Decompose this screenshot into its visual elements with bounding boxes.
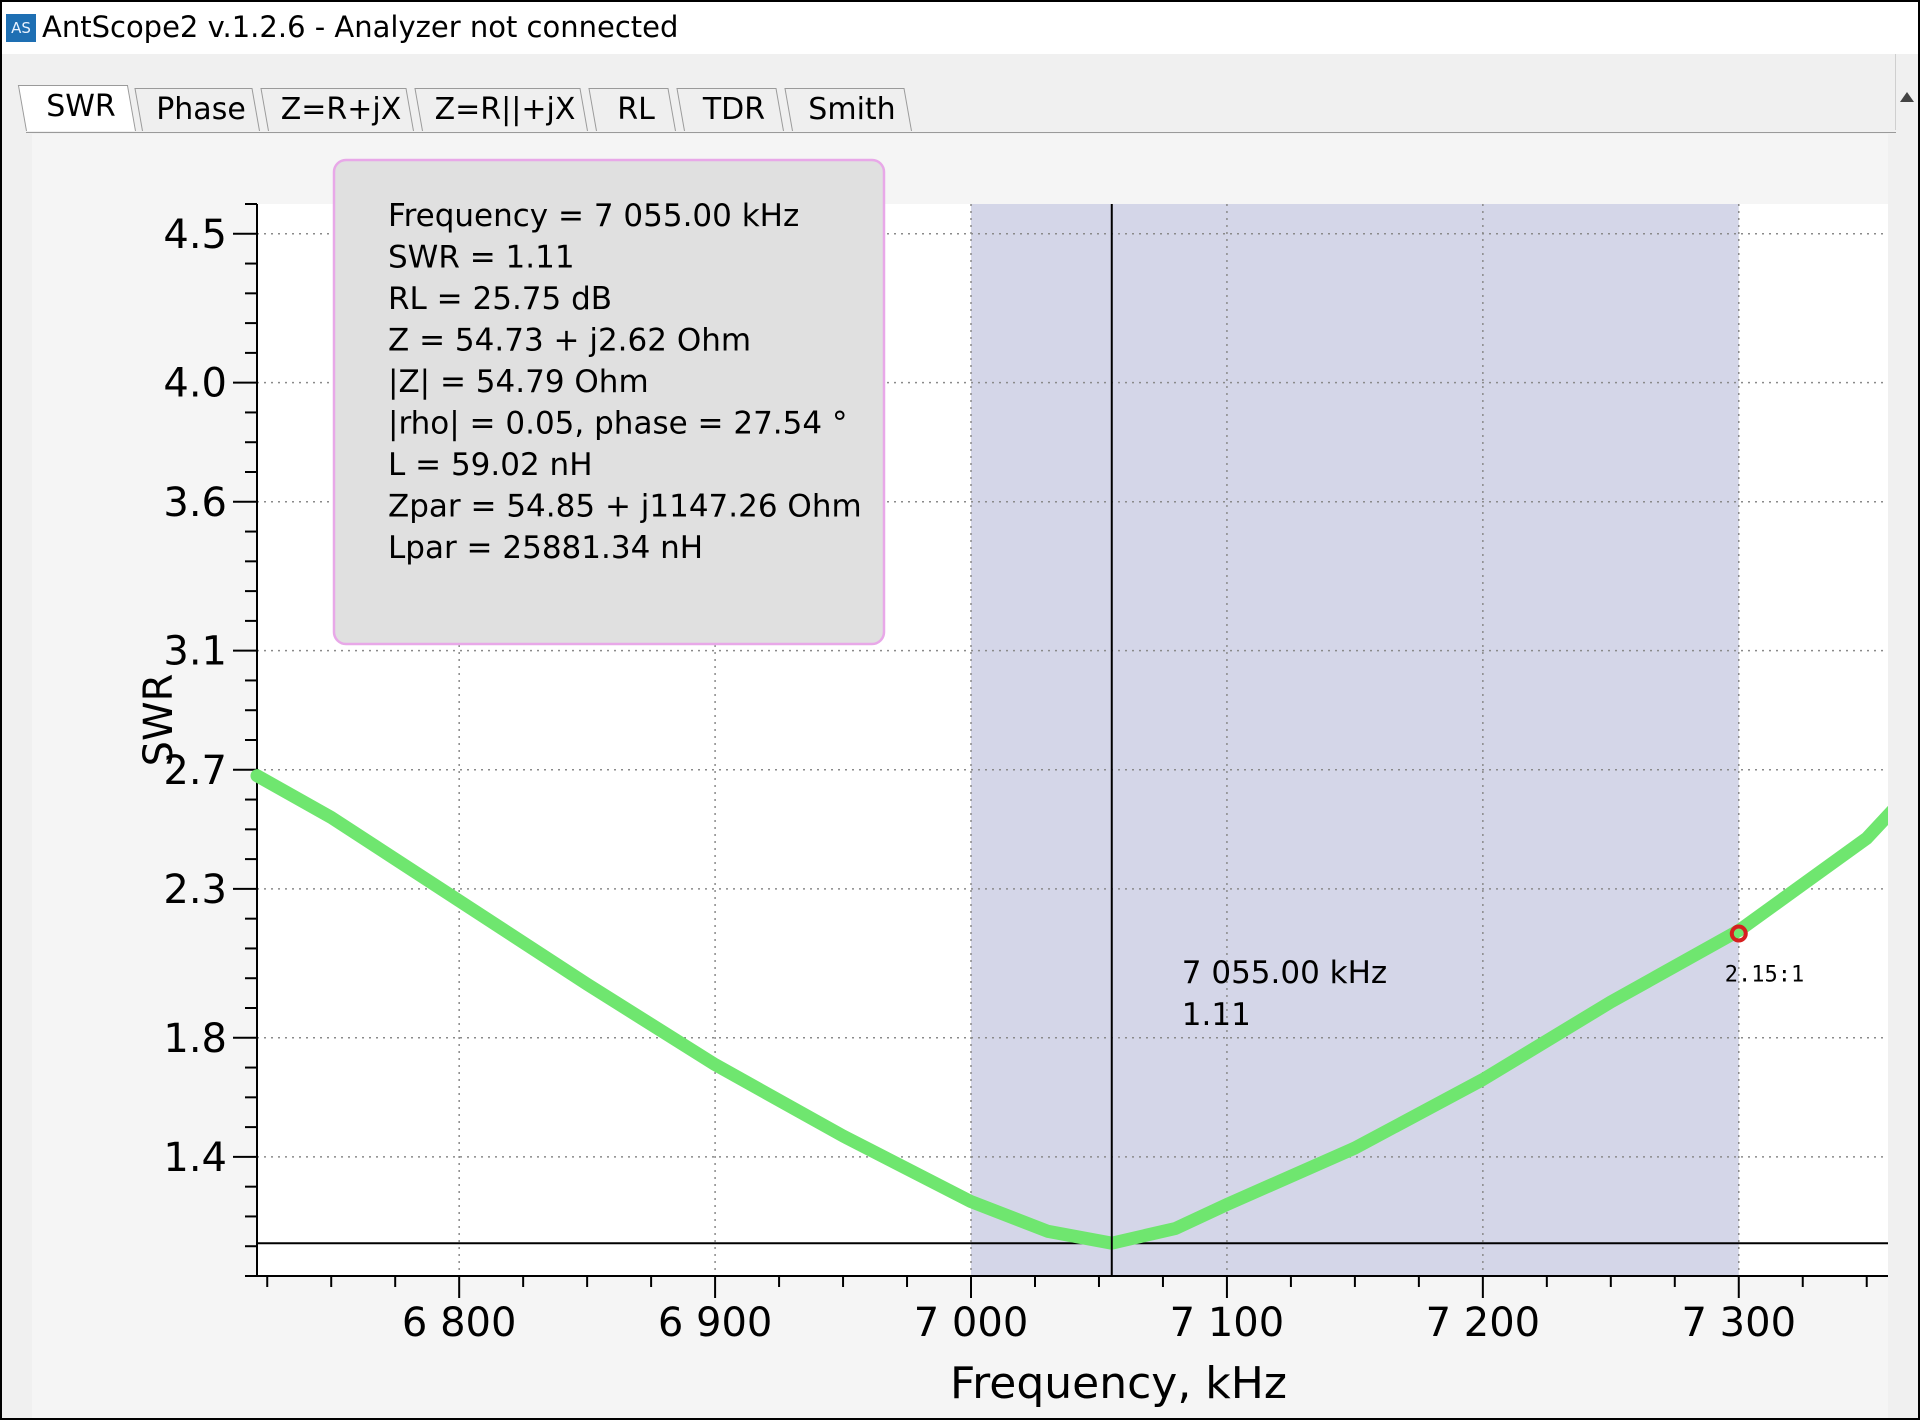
swr-chart[interactable]: 1.4 1.8 2.3 2.7 3.1 3.6 4.0 4.5 6 800 6 900 7 000 7… bbox=[32, 134, 1888, 1418]
y-tick-label: 3.1 bbox=[163, 629, 227, 675]
marker-point[interactable] bbox=[1729, 924, 1748, 943]
tab-z-rjx-label: Z=R+jX bbox=[280, 92, 402, 127]
tab-smith[interactable]: Smith bbox=[784, 88, 912, 131]
info-line: RL = 25.75 dB bbox=[388, 281, 612, 317]
x-tick-label: 7 000 bbox=[914, 1300, 1029, 1346]
tab-swr-label: SWR bbox=[46, 89, 116, 124]
y-tick-label: 2.7 bbox=[163, 748, 227, 794]
marker-label: 2.15:1 bbox=[1725, 963, 1804, 988]
y-axis-title: SWR bbox=[136, 674, 182, 767]
y-tick-label: 4.0 bbox=[163, 361, 227, 407]
tab-phase[interactable]: Phase bbox=[134, 88, 260, 131]
title-bar: AS AntScope2 v.1.2.6 - Analyzer not conn… bbox=[2, 2, 1918, 54]
info-box bbox=[332, 158, 886, 646]
x-tick-label: 6 900 bbox=[658, 1300, 773, 1346]
x-axis-title: Frequency, kHz bbox=[950, 1358, 1287, 1409]
info-line: SWR = 1.11 bbox=[388, 240, 575, 276]
tab-smith-label: Smith bbox=[808, 92, 896, 127]
tab-divider bbox=[26, 132, 1896, 133]
x-tick-label: 6 800 bbox=[402, 1300, 517, 1346]
tab-phase-label: Phase bbox=[156, 92, 246, 127]
tab-tdr[interactable]: TDR bbox=[676, 88, 784, 131]
x-tick-label: 7 100 bbox=[1170, 1300, 1285, 1346]
tab-z-rpar-jx[interactable]: Z=R||+jX bbox=[414, 88, 588, 131]
x-tick-label: 7 300 bbox=[1682, 1300, 1797, 1346]
info-line: L = 59.02 nH bbox=[388, 447, 593, 483]
y-tick-label: 3.6 bbox=[163, 480, 227, 526]
y-tick-label: 1.4 bbox=[163, 1135, 227, 1181]
info-line: |Z| = 54.79 Ohm bbox=[388, 364, 649, 400]
window-title: AntScope2 v.1.2.6 - Analyzer not connect… bbox=[42, 10, 679, 44]
tab-tdr-label: TDR bbox=[702, 92, 766, 127]
info-line: Lpar = 25881.34 nH bbox=[388, 530, 703, 566]
app-logo-icon: AS bbox=[6, 14, 36, 42]
tab-z-rjx[interactable]: Z=R+jX bbox=[260, 88, 414, 131]
tab-swr[interactable]: SWR bbox=[17, 85, 136, 131]
scroll-up-arrow-icon[interactable] bbox=[1895, 54, 1918, 130]
info-line: Zpar = 54.85 + j1147.26 Ohm bbox=[388, 489, 862, 525]
y-tick-label: 1.8 bbox=[163, 1016, 227, 1062]
tab-rl[interactable]: RL bbox=[588, 88, 676, 131]
x-tick-label: 7 200 bbox=[1426, 1300, 1541, 1346]
tab-z-rpar-jx-label: Z=R||+jX bbox=[434, 92, 576, 127]
info-line: |rho| = 0.05, phase = 27.54 ° bbox=[388, 406, 847, 442]
tab-rl-label: RL bbox=[617, 92, 655, 127]
swr-chart-panel[interactable]: 1.4 1.8 2.3 2.7 3.1 3.6 4.0 4.5 6 800 6 900 7 000 7… bbox=[32, 134, 1888, 1418]
cursor-swr-label: 1.11 bbox=[1182, 997, 1251, 1033]
cursor-frequency-label: 7 055.00 kHz bbox=[1182, 955, 1387, 991]
y-tick-label: 4.5 bbox=[163, 212, 227, 258]
info-line: Z = 54.73 + j2.62 Ohm bbox=[388, 323, 751, 359]
info-line: Frequency = 7 055.00 kHz bbox=[388, 198, 799, 234]
y-tick-label: 2.3 bbox=[163, 867, 227, 913]
band-highlight bbox=[971, 204, 1739, 1276]
